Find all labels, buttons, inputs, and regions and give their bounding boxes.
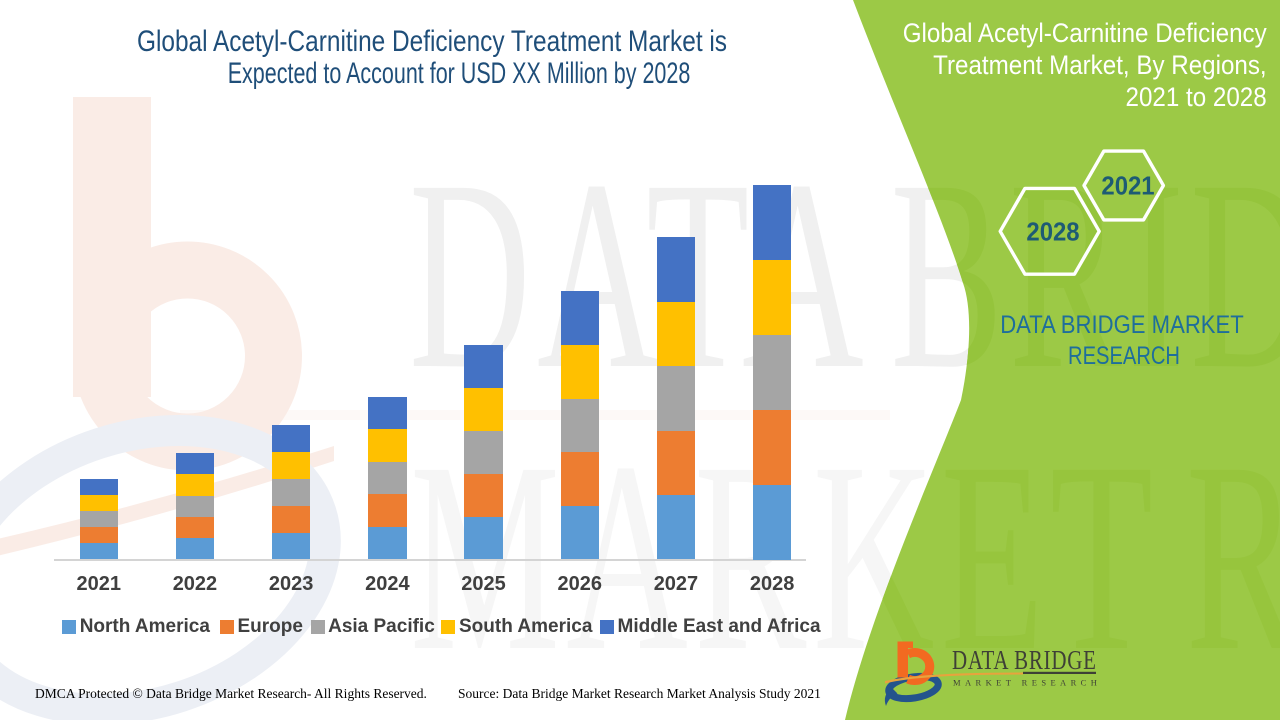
svg-text:MARKET RESEARCH: MARKET RESEARCH: [953, 678, 1101, 688]
svg-text:DATA BRIDGE: DATA BRIDGE: [952, 646, 1097, 676]
